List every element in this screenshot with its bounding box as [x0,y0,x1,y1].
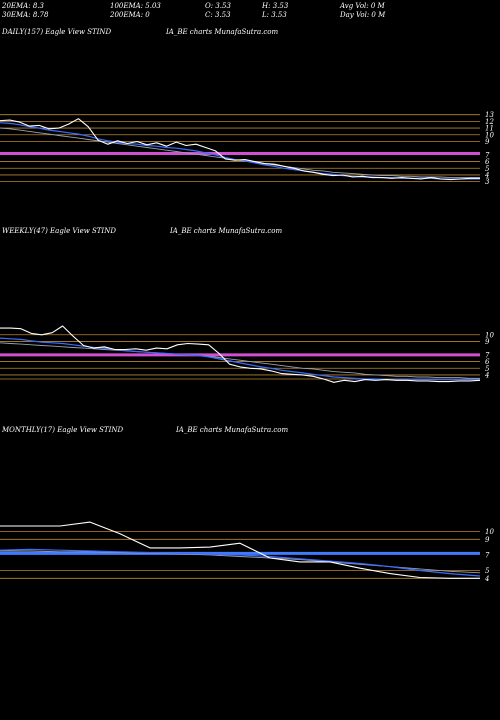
daily-chart-title: DAILY(157) Eagle View STIND [2,28,112,36]
weekly-ema-long-line [0,342,480,379]
daily-ytick-3: 3 [485,178,490,186]
daily-ytick-5: 5 [485,165,490,173]
daily-ytick-13: 13 [485,111,494,119]
daily-chart-source: IA_BE charts MunafaSutra.com [166,28,279,36]
daily-price-line [0,118,480,181]
daily-ytick-11: 11 [485,125,494,133]
monthly-chart-title: MONTHLY(17) Eagle View STIND [2,426,124,434]
monthly-ema-short-line [0,548,481,577]
weekly-ytick-5: 5 [485,365,490,373]
stats-header: 20EMA: 8.3 100EMA: 5.03 O: 3.53 H: 3.53 … [0,0,500,22]
ema100-stat: 100EMA: 5.03 [110,2,161,10]
ema30-stat: 30EMA: 8.78 [2,11,49,19]
daily-ytick-7: 7 [485,151,490,159]
daily-ytick-12: 12 [485,118,494,126]
weekly-ytick-6: 6 [485,358,490,366]
weekly-ytick-4: 4 [484,371,489,379]
weekly-ytick-10: 10 [485,331,494,339]
day-vol-stat: Day Vol: 0 M [340,11,386,19]
monthly-ytick-7: 7 [485,551,490,559]
weekly-chart-title: WEEKLY(47) Eagle View STIND [2,227,116,235]
monthly-ytick-4: 4 [484,575,489,583]
weekly-ema-short-line [0,337,480,381]
monthly-ytick-9: 9 [485,536,490,544]
monthly-chart-source: IA_BE charts MunafaSutra.com [176,426,289,434]
ema200-stat: 200EMA: 0 [110,11,150,19]
low-stat: L: 3.53 [262,11,287,19]
daily-ytick-4: 4 [484,171,489,179]
weekly-ytick-9: 9 [485,338,490,346]
avg-vol-stat: Avg Vol: 0 M [340,2,385,10]
daily-ema-short-line [0,122,480,180]
monthly-ytick-10: 10 [485,528,494,536]
ema20-stat: 20EMA: 8.3 [2,2,44,10]
high-stat: H: 3.53 [262,2,289,10]
open-stat: O: 3.53 [205,2,231,10]
weekly-chart-source: IA_BE charts MunafaSutra.com [170,227,283,235]
monthly-price-line [0,521,480,579]
weekly-ytick-7: 7 [485,351,490,359]
monthly-ytick-5: 5 [485,567,490,575]
daily-ytick-10: 10 [485,131,494,139]
weekly-price-line [0,325,481,383]
daily-ytick-9: 9 [485,138,490,146]
close-stat: C: 3.53 [205,11,231,19]
daily-ytick-6: 6 [485,158,490,166]
